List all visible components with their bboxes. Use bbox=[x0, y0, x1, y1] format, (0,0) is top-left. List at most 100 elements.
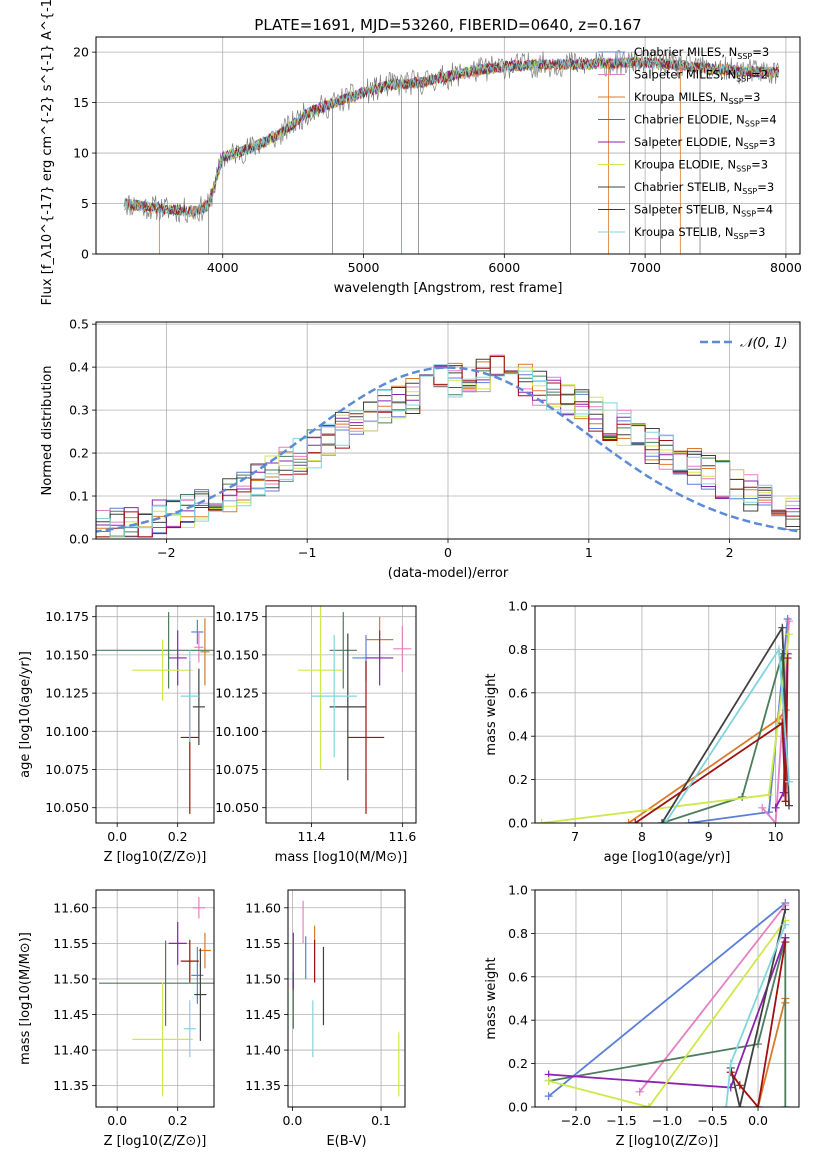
y-tick-label: 0.0 bbox=[508, 816, 528, 831]
weight-line bbox=[634, 658, 789, 823]
x-tick-label: 0.2 bbox=[168, 829, 188, 844]
errorbar-point bbox=[200, 618, 210, 686]
y-tick-label: 1.0 bbox=[508, 599, 528, 614]
x-axis-label: Z [log10(Z/Z⊙)] bbox=[104, 1134, 207, 1149]
x-tick-label: 0.0 bbox=[107, 829, 127, 844]
y-tick-label: 10.150 bbox=[215, 647, 259, 662]
grid-mass-vs-EBV bbox=[288, 890, 405, 1107]
x-tick-label: 8 bbox=[638, 829, 646, 844]
x-tick-label: 1 bbox=[585, 545, 593, 560]
weight-marker bbox=[764, 790, 773, 799]
errorbar-point bbox=[297, 606, 344, 770]
weight-marker bbox=[544, 1092, 553, 1101]
plot-area-residuals bbox=[96, 354, 800, 538]
y-tick-label: 11.35 bbox=[245, 1078, 281, 1093]
y-tick-label: 11.45 bbox=[245, 1007, 281, 1022]
weight-line bbox=[548, 919, 787, 1107]
y-tick-label: 10.175 bbox=[215, 609, 259, 624]
axes-frame bbox=[95, 321, 801, 540]
plot-area-weight-vs-age bbox=[537, 615, 793, 823]
weight-marker bbox=[644, 1103, 653, 1107]
y-tick-label: 0.2 bbox=[69, 446, 89, 461]
errorbar-point bbox=[168, 922, 187, 965]
errorbar-point bbox=[180, 650, 199, 743]
legend-label: Chabrier MILES, NSSP=3 bbox=[634, 45, 769, 61]
y-tick-label: 0.4 bbox=[508, 729, 528, 744]
plot-area-age-vs-Z bbox=[96, 612, 214, 814]
weight-marker bbox=[784, 617, 793, 626]
x-tick-label: −1.5 bbox=[606, 1113, 636, 1128]
weight-marker bbox=[781, 938, 790, 947]
y-tick-label: 11.50 bbox=[53, 971, 89, 986]
weight-marker bbox=[726, 1059, 735, 1068]
weight-marker bbox=[784, 777, 793, 786]
spectrum-model-line bbox=[123, 56, 779, 217]
y-tick-label: 11.60 bbox=[53, 900, 89, 915]
legend-label: Salpeter STELIB, NSSP=4 bbox=[634, 203, 773, 219]
x-tick-label: 8000 bbox=[770, 260, 802, 275]
x-axis-label: mass [log10(M/M⊙)] bbox=[275, 850, 408, 865]
weight-marker bbox=[684, 819, 693, 823]
y-tick-label: 10.100 bbox=[45, 724, 89, 739]
x-tick-label: −2.0 bbox=[561, 1113, 591, 1128]
panel-age-vs-Z: 0.0 0.2 10.050 10.075 10.100 10.125 10.150 10.1… bbox=[18, 605, 215, 865]
panel-mass-vs-EBV: 0.0 0.1 11.35 11.40 11.45 11.50 11.55 11.60 E(B-… bbox=[245, 889, 406, 1149]
y-axis-label: Flux [f_λ10^{-17} erg cm^{-2} s^{-1} A^{… bbox=[40, 0, 55, 305]
x-tick-label: 5000 bbox=[348, 260, 380, 275]
panel-residuals: −2 −1 0 1 2 0.0 0.1 0.2 0.3 0.4 0.5 (data-model)/er… bbox=[40, 317, 801, 581]
weight-marker bbox=[631, 819, 640, 823]
errorbar-point bbox=[96, 612, 214, 689]
weight-marker bbox=[722, 1103, 731, 1107]
y-tick-label: 0.6 bbox=[508, 685, 528, 700]
y-tick-label: 10.125 bbox=[45, 686, 89, 701]
y-tick-label: 0.0 bbox=[69, 532, 89, 547]
x-axis-label: Z [log10(Z/Z⊙)] bbox=[616, 1134, 719, 1149]
x-axis-label: Z [log10(Z/Z⊙)] bbox=[104, 850, 207, 865]
legend-residuals: 𝒩(0, 1) bbox=[700, 336, 787, 351]
x-tick-label: 0.0 bbox=[282, 1113, 302, 1128]
weight-marker bbox=[624, 819, 633, 823]
y-tick-label: 10 bbox=[73, 146, 89, 161]
y-axis-label: mass weight bbox=[484, 957, 499, 1039]
x-tick-label: −0.5 bbox=[697, 1113, 727, 1128]
weight-marker bbox=[735, 1081, 744, 1090]
errorbar-point bbox=[393, 625, 412, 672]
weight-marker bbox=[781, 905, 790, 914]
y-axis-label: mass [log10(M/M⊙)] bbox=[18, 932, 33, 1065]
y-tick-label: 11.55 bbox=[245, 936, 281, 951]
errorbar-point bbox=[183, 1000, 196, 1058]
plot-area-mass-vs-Z bbox=[99, 897, 214, 1097]
axes-frame bbox=[95, 605, 215, 824]
plot-area-age-vs-mass bbox=[297, 606, 412, 814]
y-tick-label: 0.3 bbox=[69, 403, 89, 418]
panel-age-vs-mass: 11.4 11.6 10.050 10.075 10.100 10.125 10.150 10… bbox=[215, 605, 417, 865]
y-tick-label: 10.150 bbox=[45, 647, 89, 662]
panel-mass-vs-Z: 0.0 0.2 11.35 11.40 11.45 11.50 11.55 11.60 Z [l… bbox=[18, 889, 215, 1149]
histogram-series bbox=[96, 355, 800, 538]
y-tick-label: 10.125 bbox=[215, 686, 259, 701]
y-tick-label: 10.075 bbox=[45, 762, 89, 777]
panel-weight-vs-Z: −2.0 −1.5 −1.0 −0.5 0.0 0.0 0.2 0.4 0.6 0.8 1.0 Z [… bbox=[484, 883, 800, 1149]
weight-marker bbox=[735, 1103, 744, 1107]
y-axis-label: age [log10(age/yr)] bbox=[18, 651, 33, 778]
y-tick-label: 5 bbox=[81, 196, 89, 211]
weight-line bbox=[548, 902, 786, 1097]
y-tick-label: 0 bbox=[81, 247, 89, 262]
y-tick-label: 0.8 bbox=[508, 926, 528, 941]
x-tick-label: 11.6 bbox=[388, 829, 416, 844]
errorbar-point bbox=[191, 619, 204, 645]
y-tick-label: 0.0 bbox=[508, 1100, 528, 1115]
plot-area-spectrum bbox=[123, 49, 779, 254]
x-tick-label: 6000 bbox=[488, 260, 520, 275]
legend-spectrum: Chabrier MILES, NSSP=3 Salpeter MILES, NS… bbox=[598, 45, 777, 241]
weight-marker bbox=[778, 623, 787, 632]
errorbar-point bbox=[311, 635, 357, 758]
x-tick-label: 11.4 bbox=[298, 829, 326, 844]
weight-line bbox=[548, 937, 787, 1107]
y-tick-label: 0.6 bbox=[508, 969, 528, 984]
plot-area-weight-vs-Z bbox=[544, 899, 790, 1107]
panel-spectrum: 4000 5000 6000 7000 8000 0 5 10 15 20 wavelength [… bbox=[40, 0, 802, 305]
y-tick-label: 11.60 bbox=[245, 900, 281, 915]
